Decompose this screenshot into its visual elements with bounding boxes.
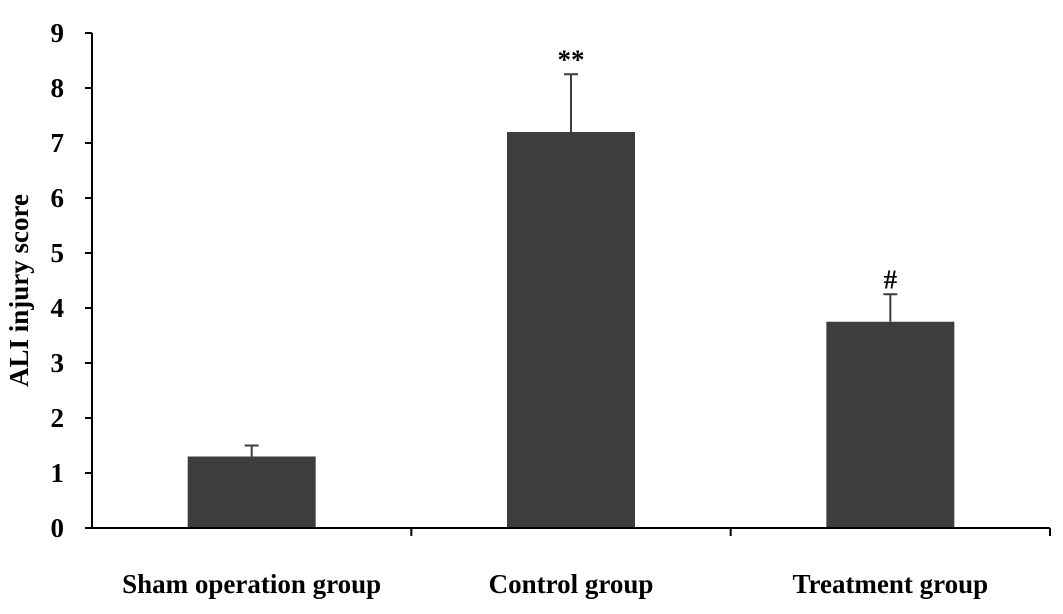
y-tick-label-8: 8 xyxy=(51,73,65,103)
significance-marker-3: # xyxy=(884,264,898,294)
y-axis-title: ALI injury score xyxy=(4,194,34,387)
x-axis-ticks xyxy=(410,528,1051,536)
y-tick-label-9: 9 xyxy=(51,18,65,48)
y-tick-label-3: 3 xyxy=(51,348,65,378)
y-tick-label-6: 6 xyxy=(51,183,65,213)
significance-annotations: ** # xyxy=(558,44,898,294)
x-category-label-3: Treatment group xyxy=(792,569,988,599)
axes xyxy=(91,33,1050,529)
y-axis-ticks: 0 1 2 3 4 5 6 7 8 9 xyxy=(51,18,92,543)
bar-3 xyxy=(826,321,955,528)
significance-marker-2: ** xyxy=(558,44,585,74)
x-axis-category-labels: Sham operation group Control group Treatme… xyxy=(122,569,988,599)
bars xyxy=(187,132,955,528)
y-tick-label-5: 5 xyxy=(51,238,65,268)
y-tick-label-7: 7 xyxy=(51,128,65,158)
bar-1 xyxy=(187,456,316,528)
y-tick-label-4: 4 xyxy=(51,293,65,323)
bar-2 xyxy=(507,132,635,528)
x-category-label-1: Sham operation group xyxy=(122,569,381,599)
y-tick-label-1: 1 xyxy=(51,458,65,488)
error-bars xyxy=(244,73,898,457)
y-tick-label-0: 0 xyxy=(51,513,65,543)
y-tick-label-2: 2 xyxy=(51,403,65,433)
x-category-label-2: Control group xyxy=(489,569,654,599)
